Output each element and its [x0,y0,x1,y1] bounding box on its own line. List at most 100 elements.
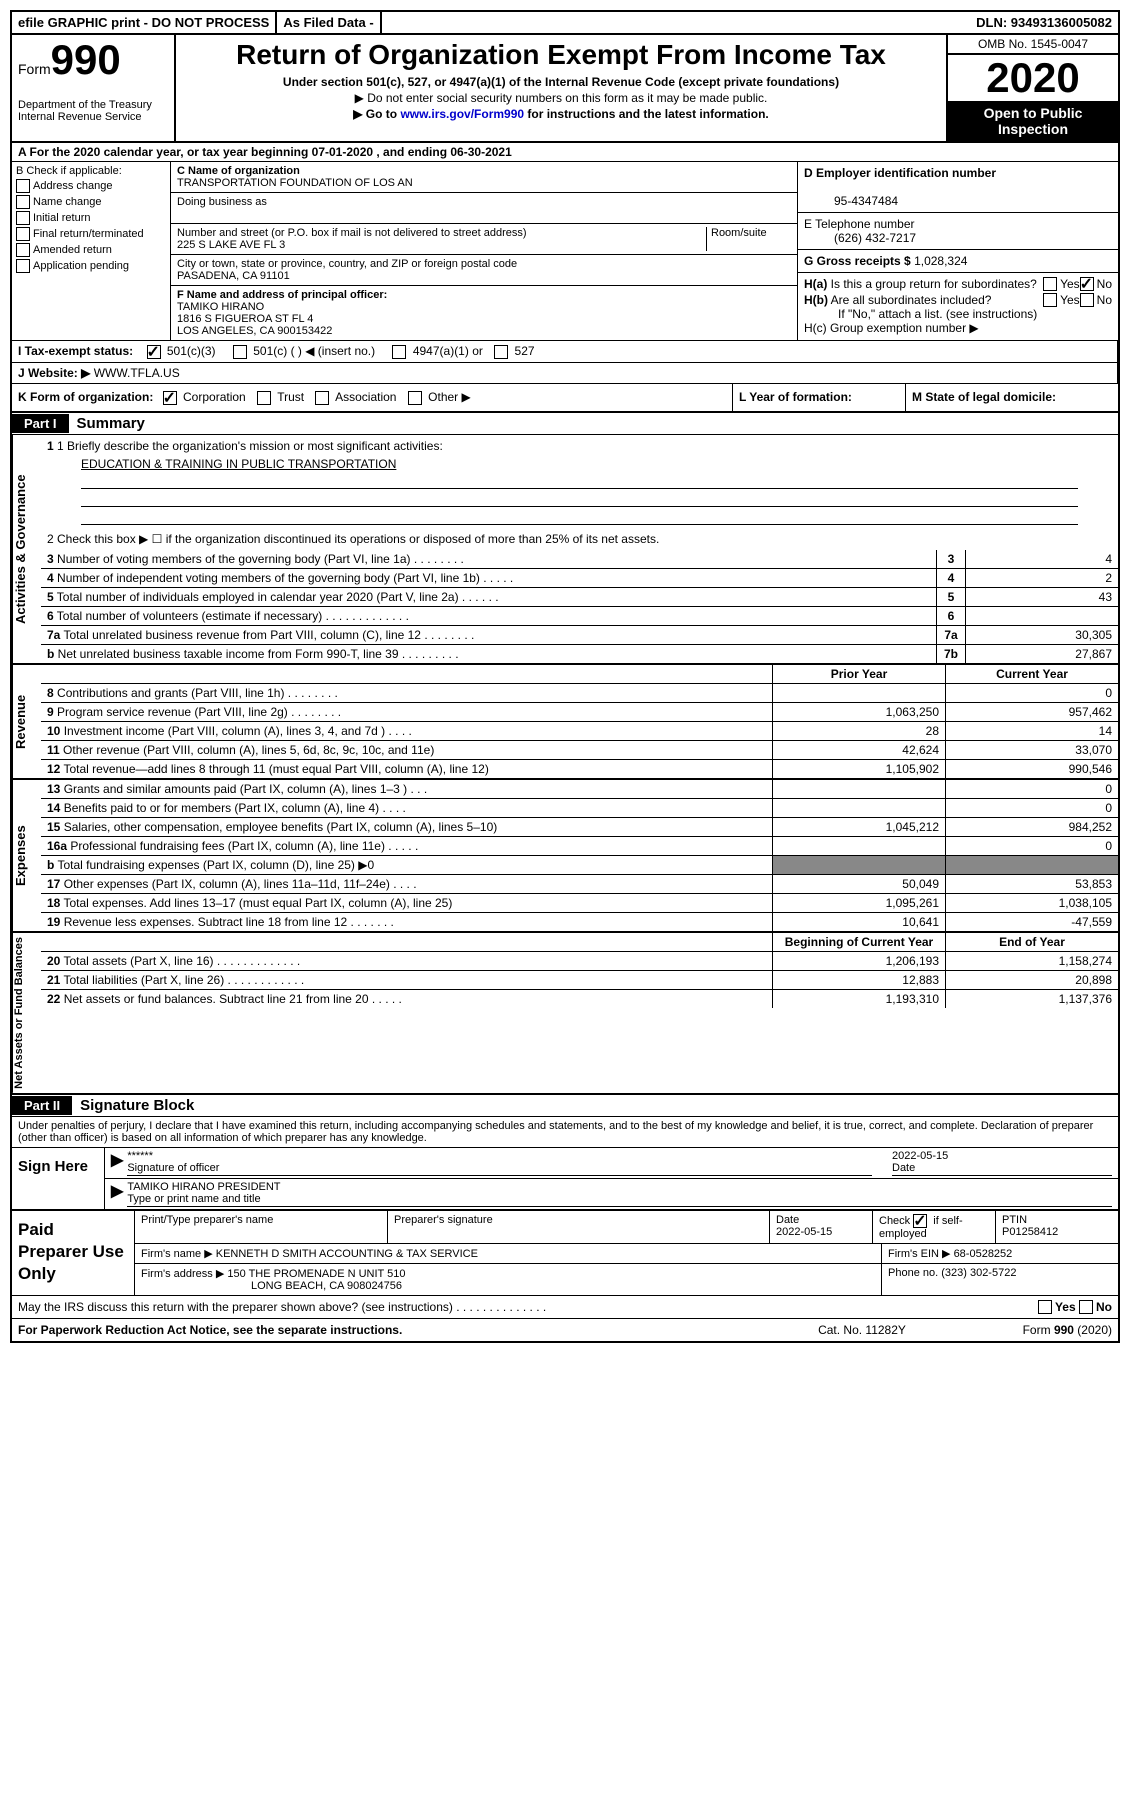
discuss-no[interactable] [1079,1300,1093,1314]
box-h: H(a) Is this a group return for subordin… [798,273,1118,339]
summary-row: 8 Contributions and grants (Part VIII, l… [41,684,1118,703]
ptin-val: P01258412 [1002,1226,1058,1238]
chk-name: Name change [16,195,166,209]
summary-row: 17 Other expenses (Part IX, column (A), … [41,875,1118,894]
col-b-hdr: B Check if applicable: [16,165,166,177]
hb-yes[interactable] [1043,293,1057,307]
f-addr1: 1816 S FIGUEROA ST FL 4 [177,313,313,325]
ein-val: 95-4347484 [834,194,898,208]
chk-final: Final return/terminated [16,227,166,241]
omb: OMB No. 1545-0047 [948,35,1118,55]
room-lbl: Room/suite [707,227,791,251]
ag-label: Activities & Governance [12,435,41,663]
summary-row: 19 Revenue less expenses. Subtract line … [41,913,1118,931]
uline3 [81,510,1078,525]
footer-left: For Paperwork Reduction Act Notice, see … [18,1323,772,1337]
mission-text: EDUCATION & TRAINING IN PUBLIC TRANSPORT… [41,453,1118,471]
discuss-row: May the IRS discuss this return with the… [12,1295,1118,1318]
box-dba: Doing business as [171,193,797,224]
f-name: TAMIKO HIRANO [177,301,264,313]
city-val: PASADENA, CA 91101 [177,270,290,282]
chk-other[interactable] [408,391,422,405]
cy-hdr: Current Year [945,665,1118,683]
exp-label: Expenses [12,780,41,931]
row-i: I Tax-exempt status: 501(c)(3) 501(c) ( … [12,341,1118,363]
website-val: WWW.TFLA.US [94,366,180,380]
py-hdr: Prior Year [772,665,945,683]
chk-corp[interactable] [163,391,177,405]
footer-cat: Cat. No. 11282Y [772,1323,952,1337]
paid-preparer: Paid Preparer Use Only Print/Type prepar… [12,1209,1118,1295]
rev-grid: Revenue Prior Year Current Year 8 Contri… [12,665,1118,780]
irs: Internal Revenue Service [18,111,168,123]
arrow-icon: ▶ [111,1181,123,1207]
header-right: OMB No. 1545-0047 2020 Open to Public In… [946,35,1118,141]
sig-date-lbl: Date [892,1162,915,1174]
part-i-hdr: Part I Summary [12,413,1118,435]
firm-name: KENNETH D SMITH ACCOUNTING & TAX SERVICE [216,1248,478,1260]
d-lbl: D Employer identification number [804,166,996,180]
summary-row: 22 Net assets or fund balances. Subtract… [41,990,1118,1008]
irs-link[interactable]: www.irs.gov/Form990 [400,107,524,121]
chk-initial: Initial return [16,211,166,225]
part-i-tag: Part I [12,414,69,433]
col-b: B Check if applicable: Address change Na… [12,162,171,340]
part-i-title: Summary [69,413,153,434]
g-lbl: G Gross receipts $ [804,254,911,268]
firm-addr-lbl: Firm's address ▶ [141,1268,224,1280]
ha-yes[interactable] [1043,277,1057,291]
org-name: TRANSPORTATION FOUNDATION OF LOS AN [177,177,413,189]
form-990-page: efile GRAPHIC print - DO NOT PROCESS As … [10,10,1120,1343]
part-ii-tag: Part II [12,1096,72,1115]
asfiled-label: As Filed Data - [277,12,381,33]
city-lbl: City or town, state or province, country… [177,258,517,270]
form-title: Return of Organization Exempt From Incom… [184,39,938,71]
chk-4947[interactable] [392,345,406,359]
na-hdr: Beginning of Current Year End of Year [41,933,1118,952]
form-prefix: Form [18,61,51,77]
sig-date: 2022-05-15 [892,1150,948,1162]
l-lbl: L Year of formation: [739,390,852,404]
e-lbl: E Telephone number [804,217,915,231]
uline1 [81,474,1078,489]
sign-here-row: Sign Here ▶ ******Signature of officer 2… [12,1148,1118,1209]
box-d: D Employer identification number 95-4347… [798,162,1118,213]
hc-lbl: H(c) Group exemption number ▶ [804,321,1112,335]
k-lbl: K Form of organization: [18,390,153,404]
form-number: 990 [51,36,121,83]
tax-year: 2020 [948,55,1118,101]
summary-row: 3 Number of voting members of the govern… [41,550,1118,569]
officer-name: TAMIKO HIRANO PRESIDENT [127,1181,280,1193]
sig-intro: Under penalties of perjury, I declare th… [12,1117,1118,1148]
chk-527[interactable] [494,345,508,359]
na-grid: Net Assets or Fund Balances Beginning of… [12,933,1118,1095]
chk-assoc[interactable] [315,391,329,405]
eoy-hdr: End of Year [945,933,1118,951]
firm-ein: 68-0528252 [954,1248,1013,1260]
header-center: Return of Organization Exempt From Incom… [176,35,946,141]
prep-date: 2022-05-15 [776,1226,832,1238]
row-kl: K Form of organization: Corporation Trus… [12,384,1118,413]
instr2-post: for instructions and the latest informat… [524,107,769,121]
form-header: Form990 Department of the Treasury Inter… [12,35,1118,143]
ha-no[interactable] [1080,277,1094,291]
box-city: City or town, state or province, country… [171,255,797,286]
chk-501c3[interactable] [147,345,161,359]
summary-row: b Net unrelated business taxable income … [41,645,1118,663]
firm-ph: (323) 302-5722 [941,1267,1016,1279]
c-lbl: C Name of organization [177,165,300,177]
summary-row: 9 Program service revenue (Part VIII, li… [41,703,1118,722]
dept: Department of the Treasury [18,99,168,111]
chk-pending: Application pending [16,259,166,273]
instr-2: ▶ Go to www.irs.gov/Form990 for instruct… [184,107,938,121]
footer: For Paperwork Reduction Act Notice, see … [12,1318,1118,1341]
col-cf: C Name of organization TRANSPORTATION FO… [171,162,797,340]
hb-note: If "No," attach a list. (see instruction… [838,307,1112,321]
discuss-yes[interactable] [1038,1300,1052,1314]
chk-501c[interactable] [233,345,247,359]
chk-trust[interactable] [257,391,271,405]
j-lbl: J Website: ▶ [18,366,90,380]
phone-val: (626) 432-7217 [834,231,916,245]
hb-no[interactable] [1080,293,1094,307]
addr-lbl: Number and street (or P.O. box if mail i… [177,227,527,239]
